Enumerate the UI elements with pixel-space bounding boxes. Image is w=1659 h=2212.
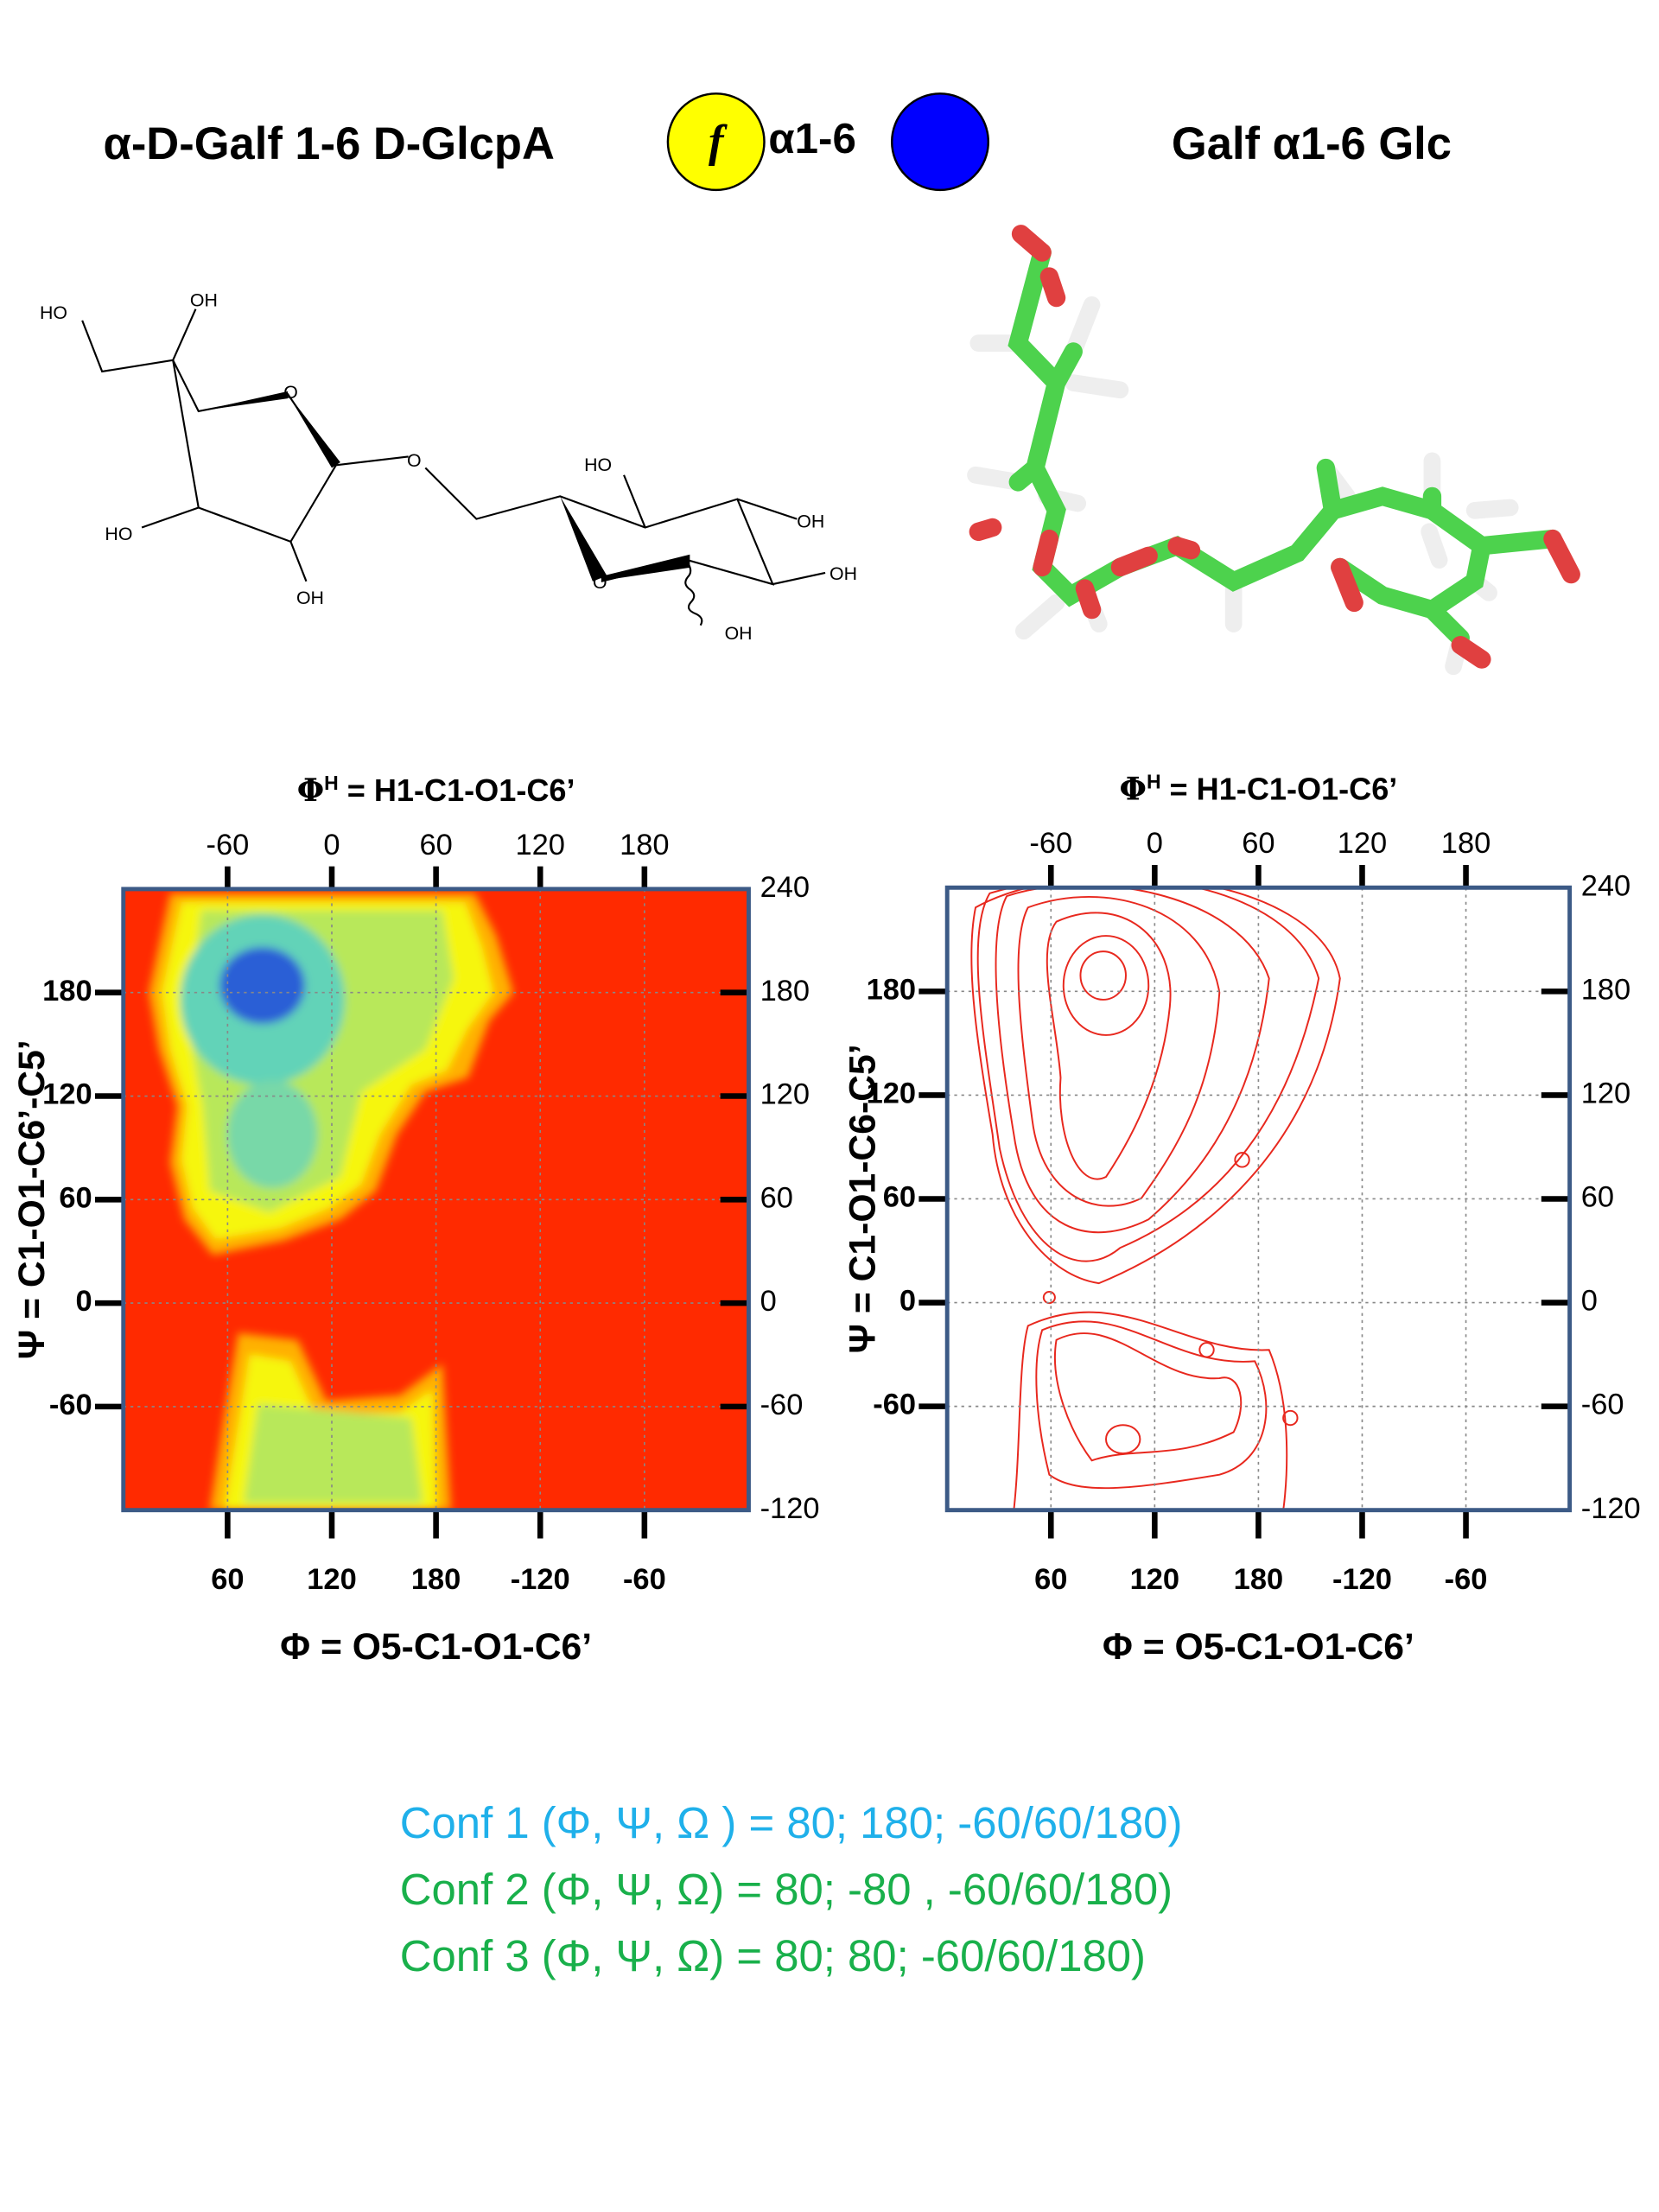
right-tick-label: -120	[760, 1492, 820, 1525]
atom-label: OH	[797, 511, 824, 531]
left-tick-label: 180	[867, 973, 916, 1006]
conformation-line: Conf 2 (Φ, Ψ, Ω) = 80; -80 , -60/60/180)	[400, 1865, 1173, 1914]
atom-label: OH	[296, 588, 324, 608]
right-tick-label: 0	[760, 1285, 777, 1318]
left-tick-label: 180	[42, 975, 92, 1007]
bottom-tick-label: 180	[1234, 1563, 1283, 1596]
symbol: Φ	[1119, 771, 1146, 808]
bottom-tick-label: 120	[1130, 1563, 1179, 1596]
left-tick-label: 60	[883, 1181, 916, 1214]
right-tick-label: -120	[1581, 1492, 1641, 1525]
left-tick-label: 120	[867, 1077, 916, 1110]
label-rest: = H1-C1-O1-C6’	[1161, 772, 1398, 807]
top-tick-label: 60	[1242, 827, 1274, 860]
left-title: α-D-Galf 1-6 D-GlcpA	[104, 118, 555, 169]
bottom-tick-label: -60	[1445, 1563, 1488, 1596]
plot-frame	[944, 885, 1573, 1513]
superscript: H	[324, 772, 339, 794]
atom-label: OH	[830, 563, 857, 584]
top-axis-label: ΦH = H1-C1-O1-C6’	[297, 772, 575, 809]
left-tick-label: 0	[75, 1285, 92, 1318]
top-axis-label: ΦH = H1-C1-O1-C6’	[1119, 770, 1397, 807]
conformation-line: Conf 3 (Φ, Ψ, Ω) = 80; 80; -60/60/180)	[400, 1931, 1146, 1980]
left-tick-label: 0	[899, 1285, 916, 1318]
right-tick-label: 120	[1581, 1077, 1630, 1110]
right-tick-label: 60	[1581, 1181, 1614, 1214]
x-axis-label: Φ = O5-C1-O1-C6’	[1103, 1626, 1414, 1668]
top-tick-label: 180	[1441, 827, 1491, 860]
bottom-tick-label: -60	[623, 1563, 666, 1596]
right-tick-label: 0	[1581, 1285, 1598, 1318]
bottom-tick-label: 180	[411, 1563, 461, 1596]
top-tick-label: 120	[1338, 827, 1387, 860]
right-tick-label: 180	[1581, 973, 1630, 1006]
bottom-tick-label: -120	[1332, 1563, 1392, 1596]
atom-label: HO	[40, 302, 67, 323]
atom-label: OH	[190, 289, 218, 310]
left-tick-label: -60	[873, 1389, 916, 1421]
left-tick-label: 120	[42, 1078, 92, 1111]
right-title: Galf α1-6 Glc	[1172, 118, 1452, 169]
plot-axes: -60 0 60 120 180 60 120 180 -120 -60 180 120 60 0 -60 2…	[11, 770, 1641, 1668]
stick-model	[967, 225, 1580, 676]
right-tick-label: -60	[1581, 1389, 1624, 1421]
top-tick-label: 180	[620, 829, 669, 861]
bottom-tick-label: -120	[511, 1563, 570, 1596]
top-tick-label: 0	[323, 829, 340, 861]
left-tick-label: 60	[59, 1181, 92, 1214]
right-tick-label: 240	[760, 871, 810, 904]
bottom-tick-label: 120	[307, 1563, 356, 1596]
left-tick-label: -60	[49, 1389, 92, 1421]
top-tick-label: -60	[1029, 827, 1072, 860]
top-tick-label: 120	[515, 829, 564, 861]
bottom-tick-label: 60	[1034, 1563, 1067, 1596]
right-tick-label: 240	[1581, 869, 1630, 902]
atom-label: HO	[105, 524, 132, 544]
contour-map	[970, 887, 1341, 1510]
superscript: H	[1147, 770, 1161, 792]
x-axis-label: Φ = O5-C1-O1-C6’	[280, 1626, 592, 1668]
top-tick-label: 60	[419, 829, 452, 861]
y-axis-label: Ψ = C1-O1-C6-C5’	[842, 1044, 884, 1353]
symbol: Φ	[297, 772, 324, 809]
top-tick-label: -60	[206, 829, 249, 861]
y-axis-label: Ψ = C1-O1-C6’-C5’	[11, 1039, 53, 1359]
glc-symbol	[890, 92, 990, 192]
atom-label: O	[283, 382, 298, 403]
conformations: Conf 1 (Φ, Ψ, Ω ) = 80; 180; -60/60/180)…	[400, 1798, 1183, 1980]
symbol-label: f	[709, 117, 728, 167]
galf-symbol	[666, 92, 766, 192]
atom-label: HO	[584, 454, 612, 475]
atom-label: O	[593, 572, 607, 593]
skeletal-structure	[81, 308, 826, 626]
atom-label: O	[407, 450, 422, 471]
top-tick-label: 0	[1147, 827, 1163, 860]
linkage: α1-6	[768, 115, 855, 162]
conformation-line: Conf 1 (Φ, Ψ, Ω ) = 80; 180; -60/60/180)	[400, 1798, 1183, 1847]
right-tick-label: 180	[760, 975, 810, 1007]
right-tick-label: 60	[760, 1181, 793, 1214]
atom-label: OH	[725, 623, 753, 644]
label-rest: = H1-C1-O1-C6’	[339, 772, 575, 808]
right-tick-label: -60	[760, 1389, 804, 1421]
right-tick-label: 120	[760, 1078, 810, 1111]
plot-frame	[121, 887, 751, 1513]
bottom-tick-label: 60	[211, 1563, 244, 1596]
